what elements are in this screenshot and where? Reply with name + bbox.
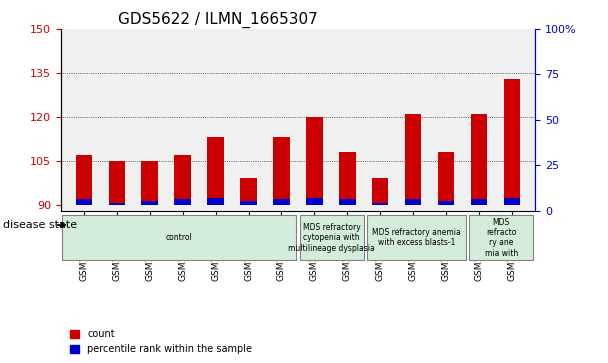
Bar [471, 199, 487, 205]
Bar [339, 199, 356, 205]
Text: disease state: disease state [3, 220, 77, 230]
Bar [174, 155, 191, 205]
Bar [405, 199, 421, 205]
FancyBboxPatch shape [300, 215, 364, 260]
FancyBboxPatch shape [469, 215, 533, 260]
Bar [339, 152, 356, 205]
FancyBboxPatch shape [63, 215, 296, 260]
Bar [273, 199, 289, 205]
FancyBboxPatch shape [367, 215, 466, 260]
Bar [372, 203, 389, 205]
Text: MDS
refracto
ry ane
mia with: MDS refracto ry ane mia with [485, 218, 518, 258]
Bar [240, 178, 257, 205]
Legend: count, percentile rank within the sample: count, percentile rank within the sample [66, 326, 256, 358]
Bar [240, 201, 257, 205]
Bar [75, 155, 92, 205]
Text: GDS5622 / ILMN_1665307: GDS5622 / ILMN_1665307 [118, 12, 317, 28]
Bar [306, 198, 323, 205]
Bar [504, 198, 520, 205]
Bar [372, 178, 389, 205]
Bar [438, 201, 454, 205]
Bar [207, 198, 224, 205]
Bar [142, 201, 158, 205]
Bar [471, 114, 487, 205]
Text: control: control [166, 233, 193, 242]
Bar [174, 199, 191, 205]
Bar [109, 161, 125, 205]
Text: MDS refractory anemia
with excess blasts-1: MDS refractory anemia with excess blasts… [372, 228, 461, 248]
Bar [75, 199, 92, 205]
Text: MDS refractory
cytopenia with
multilineage dysplasia: MDS refractory cytopenia with multilinea… [288, 223, 375, 253]
Bar [273, 137, 289, 205]
Bar [109, 203, 125, 205]
Bar [438, 152, 454, 205]
Bar [504, 79, 520, 205]
Bar [306, 117, 323, 205]
Bar [142, 161, 158, 205]
Bar [405, 114, 421, 205]
Bar [207, 137, 224, 205]
